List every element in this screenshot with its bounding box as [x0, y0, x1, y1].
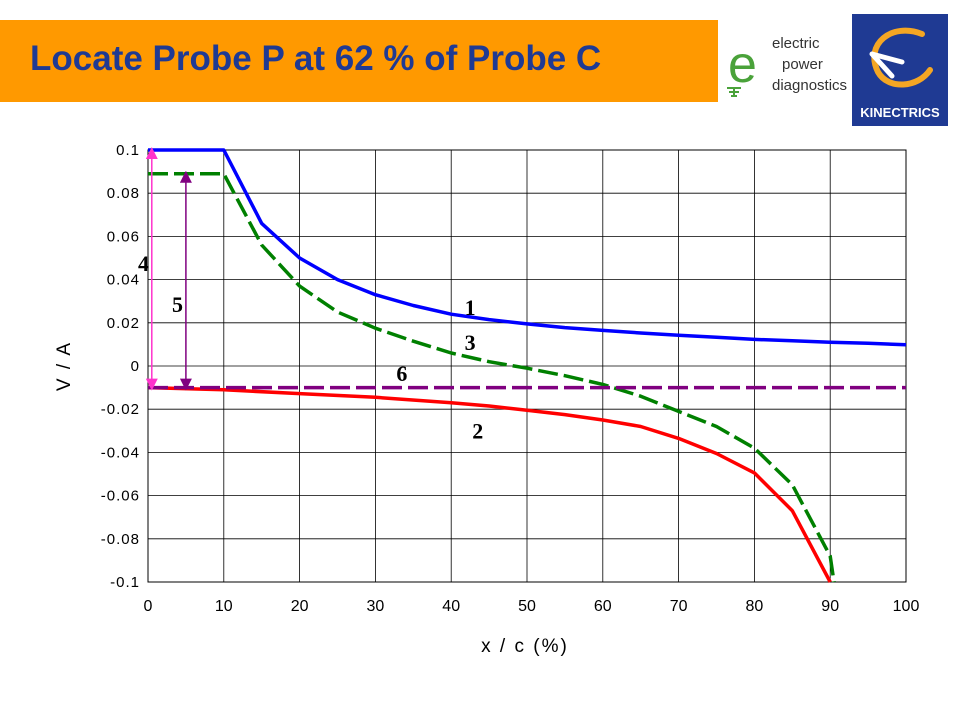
x-tick-label: 60 [594, 598, 612, 615]
epd-logo: e electric power diagnostics [722, 26, 850, 102]
x-tick-label: 50 [518, 598, 536, 615]
y-tick-label: 0.1 [116, 142, 140, 159]
x-tick-label: 70 [670, 598, 688, 615]
y-tick-label: 0.08 [107, 185, 140, 202]
x-tick-label: 40 [442, 598, 460, 615]
series-line-2 [147, 385, 832, 583]
annotation-label-5: 5 [172, 292, 183, 317]
y-tick-label: 0.04 [107, 272, 140, 289]
y-axis-label: V / A [54, 341, 75, 391]
y-tick-label: 0.06 [107, 228, 140, 245]
annotation-label-4: 4 [138, 251, 149, 276]
x-tick-label: 30 [367, 598, 385, 615]
y-tick-label: 0.02 [107, 315, 140, 332]
x-axis-label: x / c (%) [481, 636, 569, 657]
epd-line-1: electric [772, 35, 820, 52]
x-tick-label: 90 [821, 598, 839, 615]
epd-line-3: diagnostics [772, 77, 847, 94]
y-tick-label: -0.02 [101, 401, 140, 418]
kinectrics-logo: KINECTRICS [852, 14, 948, 126]
y-tick-label: -0.08 [101, 531, 140, 548]
annotation-label-1: 1 [465, 295, 476, 320]
series-line-3 [148, 172, 836, 583]
series-line-1 [148, 148, 907, 347]
y-tick-label: -0.04 [101, 444, 140, 461]
x-tick-label: 80 [746, 598, 764, 615]
y-tick-label: -0.06 [101, 488, 140, 505]
annotation-label-2: 2 [472, 418, 483, 443]
x-tick-label: 10 [215, 598, 233, 615]
kinectrics-name: KINECTRICS [860, 105, 940, 120]
epd-line-2: power [782, 56, 823, 73]
annotation-label-3: 3 [465, 330, 476, 355]
x-tick-label: 100 [893, 598, 920, 615]
page-title: Locate Probe P at 62 % of Probe C [30, 39, 602, 78]
y-tick-label: 0 [131, 358, 140, 375]
x-tick-label: 20 [291, 598, 309, 615]
annotation-label-6: 6 [396, 361, 407, 386]
x-tick-label: 0 [144, 598, 153, 615]
title-bar [0, 20, 718, 102]
y-tick-label: -0.1 [110, 574, 140, 591]
epd-big-letter: e [728, 36, 757, 94]
